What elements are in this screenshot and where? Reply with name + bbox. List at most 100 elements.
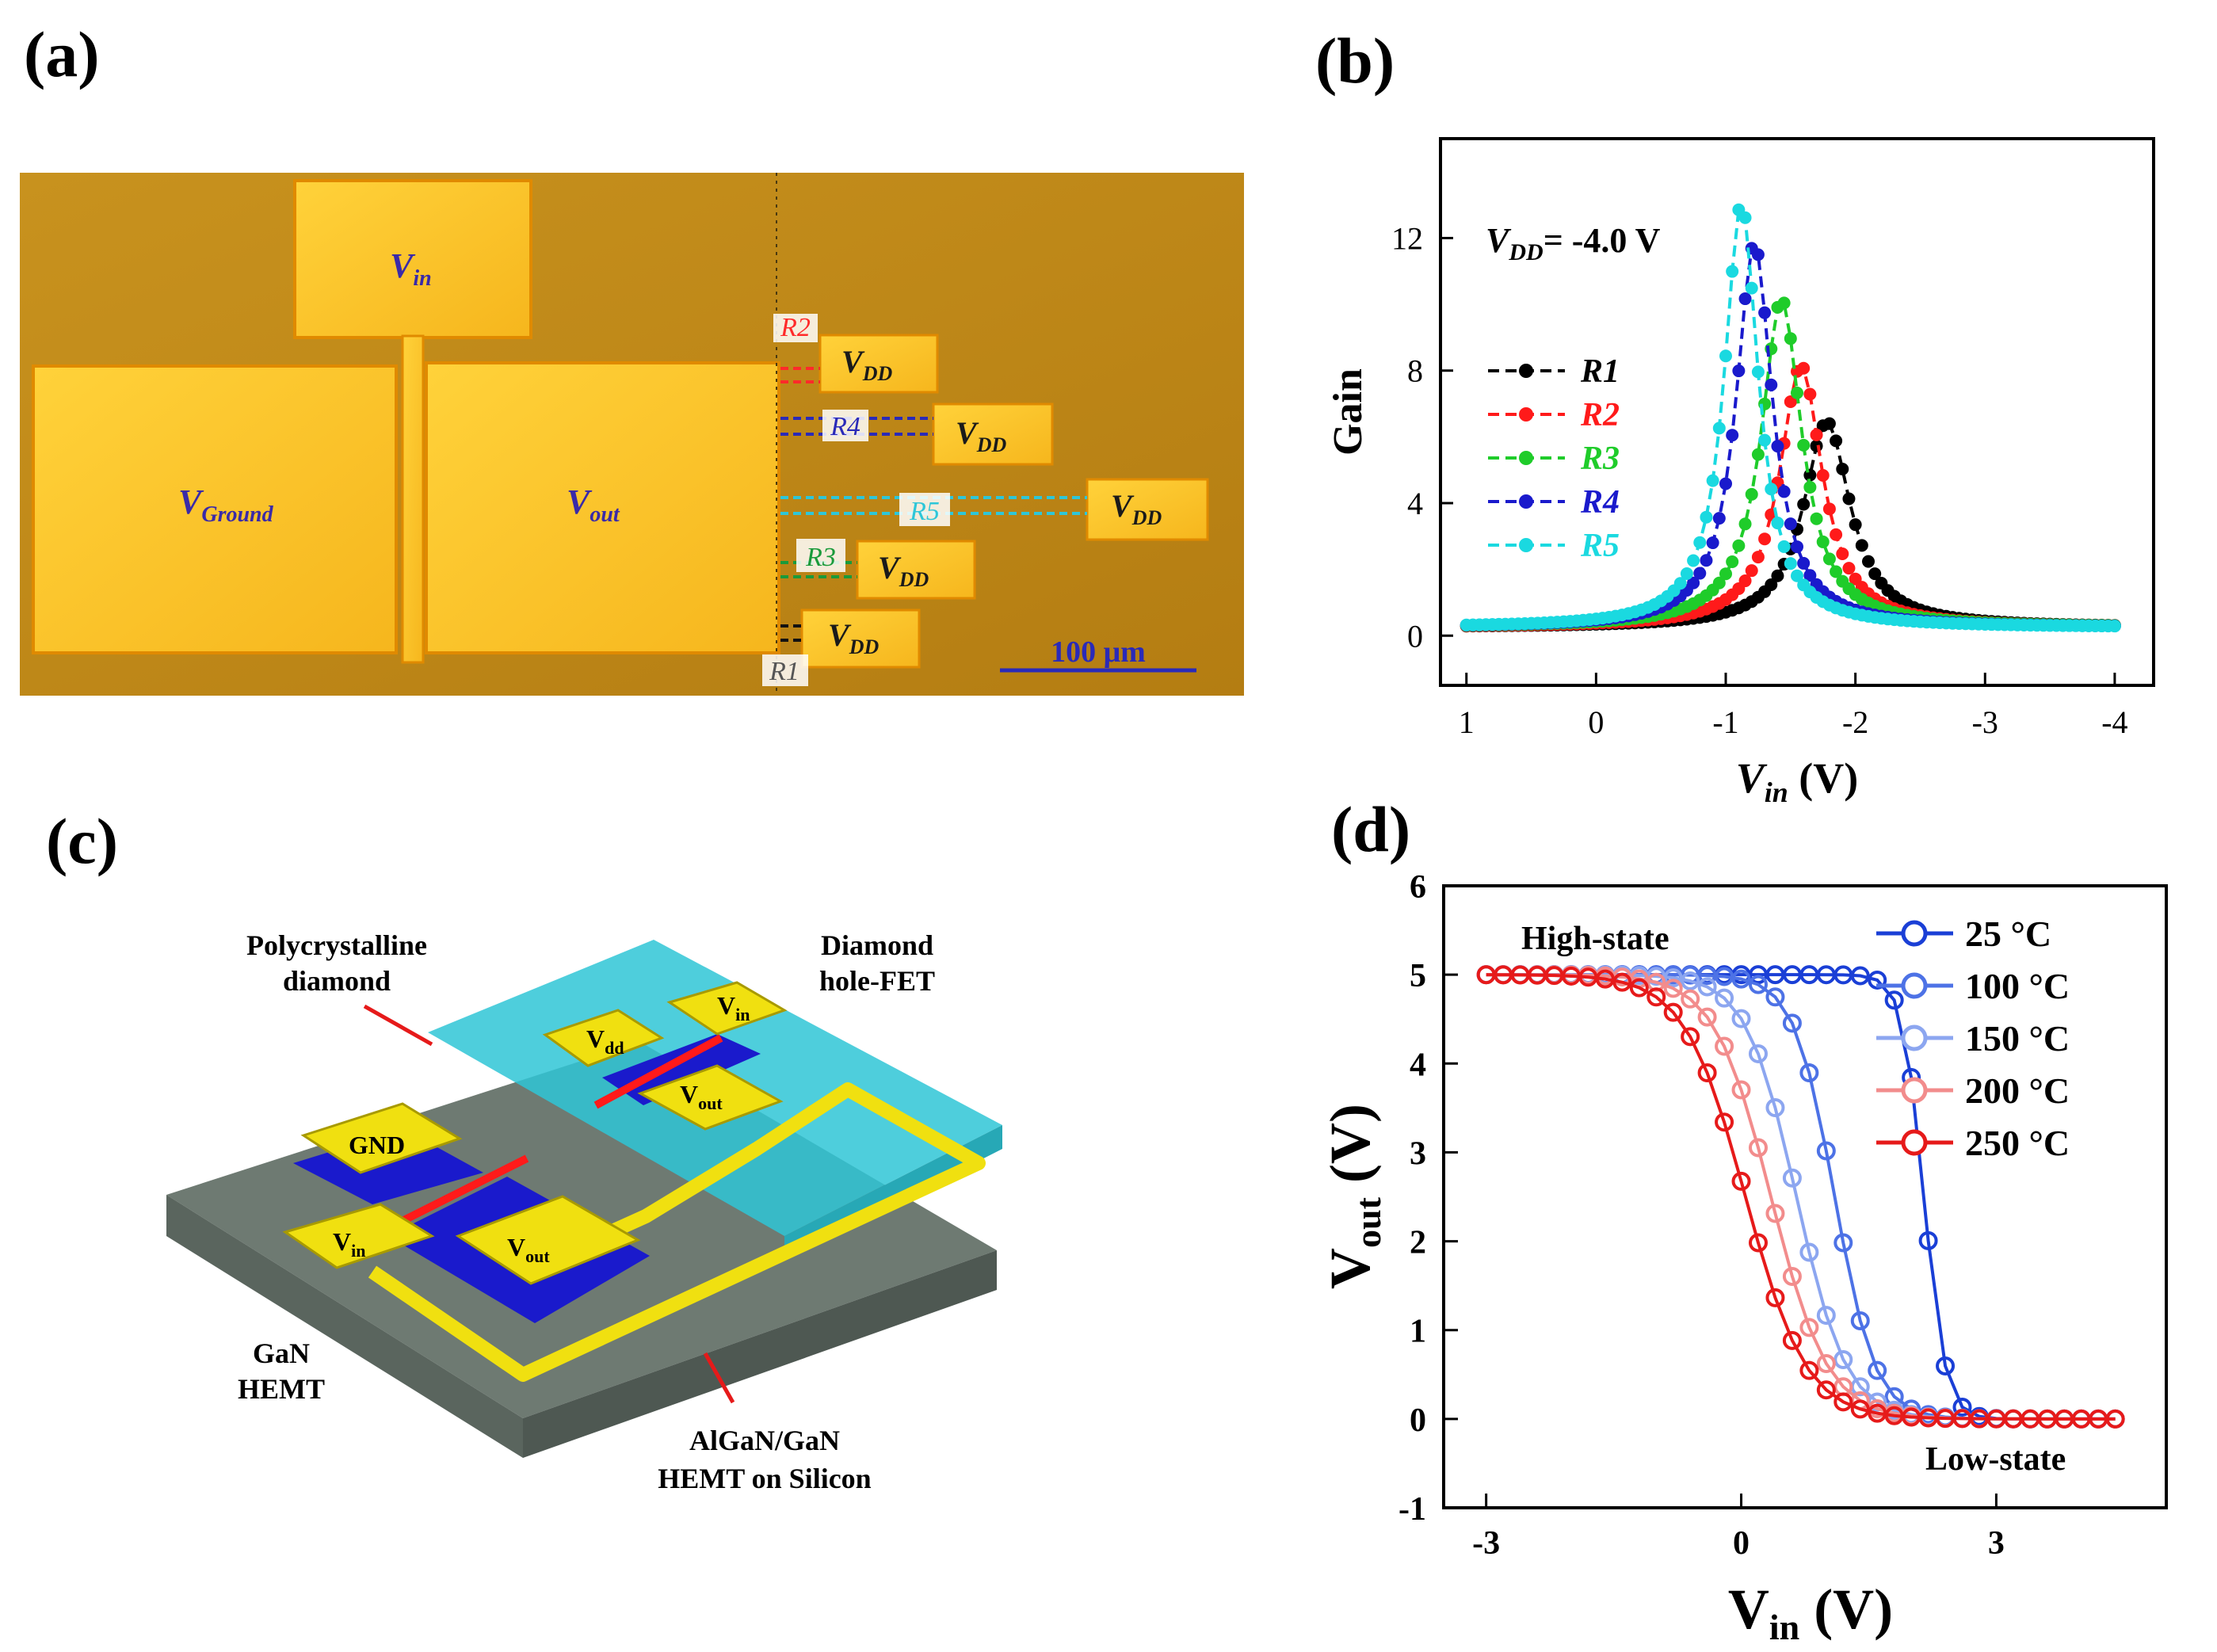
gain-point-R5 — [1726, 265, 1739, 278]
gain-point-R5 — [1784, 557, 1797, 570]
gain-point-R3 — [1810, 512, 1823, 525]
vout-point-4 — [1715, 1112, 1734, 1132]
gain-point-R4 — [1791, 540, 1803, 554]
gan-hemt-label-1: GaN — [253, 1337, 310, 1369]
vdd-label-r1: VDD — [828, 617, 879, 658]
vdd-label-r3: VDD — [878, 550, 929, 591]
gain-point-R2 — [1830, 528, 1843, 541]
vout-point-2 — [1681, 971, 1700, 991]
gain-point-R1 — [1797, 498, 1811, 511]
vout-point-2 — [1782, 1168, 1802, 1188]
vout-point-4 — [1663, 1002, 1683, 1022]
vout-point-4 — [1629, 978, 1649, 998]
vout-ytick-label: 0 — [1410, 1402, 1426, 1439]
gain-point-R1 — [1842, 492, 1856, 506]
algan-arrow — [703, 1352, 735, 1404]
scale-bar-label: 100 μm — [1051, 635, 1146, 669]
resistor-label-r3: R3 — [805, 543, 836, 572]
gain-point-R5 — [1700, 510, 1713, 524]
vdd-pad-r3 — [856, 540, 976, 600]
gain-xtick-label: -1 — [1712, 704, 1738, 740]
vout-point-4 — [1647, 987, 1666, 1007]
vout-xtick-label: -3 — [1472, 1525, 1500, 1562]
gain-point-R5 — [1758, 433, 1772, 447]
gain-point-R3 — [1816, 535, 1830, 548]
vout-point-1 — [1868, 1360, 1887, 1380]
vout-point-1 — [1850, 1311, 1870, 1330]
vdd-pad-fet — [542, 1009, 665, 1067]
gain-point-R5 — [1719, 349, 1732, 363]
vout-point-1 — [1816, 1141, 1836, 1161]
gain-point-R4 — [1719, 477, 1732, 490]
vout-ytick-label: 4 — [1410, 1047, 1426, 1083]
panel-a-micrograph: R2 R4 R5 R3 R1 Vin VGround Vout VDD VDD … — [20, 173, 1244, 696]
vout-legend-marker — [1901, 1024, 1928, 1051]
vout-legend-marker — [1901, 1077, 1928, 1104]
vout-point-4 — [1697, 1063, 1717, 1083]
vout-pad-hemt — [455, 1195, 641, 1285]
gain-point-R5 — [1791, 569, 1803, 582]
vout-point-3 — [1748, 1138, 1768, 1158]
resistor-label-r5: R5 — [909, 497, 940, 526]
panel-label-c: (c) — [46, 805, 119, 877]
gain-point-R1 — [1830, 434, 1843, 448]
vout-point-2 — [1731, 1009, 1751, 1028]
vout-pad — [425, 361, 780, 654]
gain-point-R2 — [1784, 395, 1797, 409]
gain-point-R1 — [1836, 462, 1849, 475]
vout-legend-marker — [1901, 972, 1928, 999]
gain-legend-label: R2 — [1580, 397, 1620, 433]
vout-legend-marker — [1901, 1129, 1928, 1156]
gain-point-R2 — [1745, 564, 1758, 578]
gain-point-R3 — [1719, 567, 1732, 581]
panel-label-a: (a) — [24, 18, 100, 90]
transfer-chart-frame — [1442, 884, 2168, 1509]
gain-point-R3 — [1726, 555, 1739, 569]
gain-point-R2 — [1803, 387, 1817, 401]
vin-pad — [293, 179, 532, 339]
gain-point-R2 — [1797, 361, 1811, 375]
gnd-pad — [300, 1102, 463, 1174]
vout-fet-label: Vout — [680, 1080, 723, 1113]
vout-point-3 — [1731, 1080, 1751, 1100]
gain-chart-frame — [1439, 137, 2155, 687]
gain-point-R5 — [1765, 483, 1778, 496]
vout-xtick-label: 3 — [1988, 1525, 2005, 1562]
transfer-chart: -3 0 3 -1 0 1 2 3 4 5 6 25 °C 100 °C 150 °C 200 °C 250… — [1318, 869, 2168, 1647]
gain-point-R5 — [1751, 365, 1765, 379]
vout-point-2 — [1697, 977, 1717, 997]
vdd-pad-r4 — [932, 403, 1054, 466]
vout-point-4 — [1799, 1360, 1819, 1380]
panel-label-b: (b) — [1315, 25, 1395, 97]
gain-point-R1 — [1765, 578, 1778, 592]
gain-point-R4 — [1765, 378, 1778, 391]
vout-legend-label: 200 °C — [1965, 1070, 2070, 1111]
gain-chart-xlabel: Vin (V) — [1736, 754, 1859, 808]
vout-point-1 — [1782, 1013, 1802, 1033]
vdd-pad-r5 — [1086, 478, 1209, 541]
gain-xtick-label: 0 — [1588, 704, 1604, 740]
gain-point-R2 — [1751, 551, 1765, 564]
gain-point-R2 — [1816, 469, 1830, 483]
gain-point-R5 — [1771, 517, 1784, 530]
vout-ytick-label: 1 — [1410, 1314, 1426, 1350]
vout-ytick-label: 5 — [1410, 958, 1426, 994]
vdd-fet-label: Vdd — [586, 1024, 624, 1058]
gain-legend-label: R3 — [1580, 441, 1620, 477]
vout-point-1 — [1765, 987, 1785, 1007]
vout-legend-label: 250 °C — [1965, 1123, 2070, 1163]
gain-point-R1 — [1862, 555, 1875, 568]
vout-point-0 — [1850, 966, 1870, 986]
gain-legend-marker — [1519, 364, 1533, 378]
gain-point-R1 — [1810, 439, 1823, 452]
gain-point-R5 — [1680, 567, 1693, 580]
gain-point-R3 — [1738, 517, 1752, 531]
vout-ytick-label: -1 — [1399, 1491, 1426, 1528]
gain-legend-marker — [1519, 407, 1533, 422]
vout-point-4 — [1748, 1233, 1768, 1253]
gain-point-R3 — [1732, 539, 1746, 552]
vout-legend-label: 100 °C — [1965, 966, 2070, 1006]
vout-point-2 — [1816, 1306, 1836, 1326]
gain-point-R4 — [1706, 536, 1719, 550]
gain-chart-ylabel: Gain — [1326, 368, 1371, 456]
